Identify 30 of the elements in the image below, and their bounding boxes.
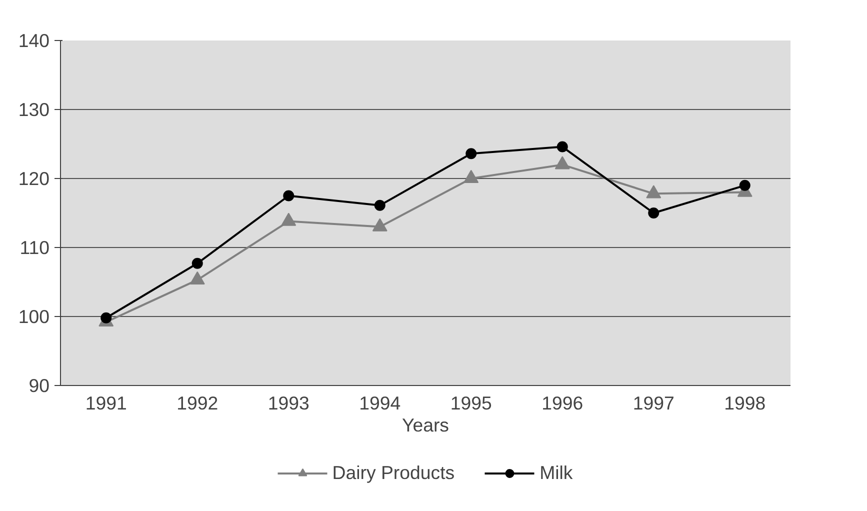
x-tick-label: 1994 — [359, 392, 401, 414]
y-tick-label: 110 — [20, 237, 50, 258]
x-axis-title: Years — [402, 414, 450, 436]
y-tick-label: 130 — [18, 99, 50, 120]
y-tick-label: 100 — [18, 306, 50, 327]
legend-label: Dairy Products — [332, 462, 455, 484]
legend-label: Milk — [540, 462, 573, 484]
point — [554, 156, 570, 170]
point — [281, 212, 296, 226]
x-tick-label: 1991 — [85, 392, 127, 414]
point — [192, 258, 203, 269]
x-tick-label: 1992 — [176, 392, 218, 414]
point — [464, 170, 479, 184]
x-tick-label: 1993 — [268, 392, 310, 414]
point — [372, 218, 388, 232]
point — [374, 200, 386, 211]
x-tick-label: 1998 — [724, 392, 766, 414]
y-tick-label: 140 — [18, 30, 50, 51]
x-tick-label: 1995 — [450, 392, 492, 414]
y-tick-label: 90 — [28, 375, 50, 396]
point — [556, 141, 568, 152]
point — [646, 185, 662, 198]
point — [648, 208, 660, 218]
point — [466, 148, 477, 160]
point — [283, 190, 294, 202]
point — [190, 271, 205, 284]
x-tick-label: 1996 — [542, 392, 584, 414]
point — [739, 180, 750, 191]
x-tick-label: 1997 — [632, 392, 674, 414]
y-tick-label: 120 — [18, 168, 50, 189]
